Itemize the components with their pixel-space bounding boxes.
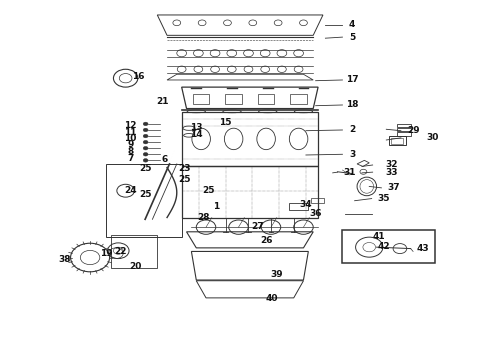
Text: 40: 40 (266, 294, 278, 303)
Text: 24: 24 (124, 185, 137, 194)
Text: 19: 19 (100, 249, 112, 258)
Text: 32: 32 (385, 161, 397, 170)
Circle shape (143, 134, 148, 138)
Text: 43: 43 (416, 244, 429, 253)
Text: 11: 11 (124, 128, 137, 137)
Text: 14: 14 (190, 130, 202, 139)
Text: 25: 25 (139, 190, 151, 199)
Text: 29: 29 (407, 126, 419, 135)
Text: 41: 41 (373, 232, 385, 241)
Circle shape (143, 122, 148, 126)
Circle shape (143, 140, 148, 144)
Text: 33: 33 (385, 168, 397, 177)
Text: 10: 10 (124, 134, 137, 143)
Text: 6: 6 (162, 155, 168, 164)
Text: 22: 22 (115, 247, 127, 256)
Circle shape (143, 158, 148, 162)
Bar (343, 230, 435, 263)
Bar (389, 136, 406, 145)
Text: 38: 38 (58, 255, 71, 264)
Text: 16: 16 (131, 72, 144, 81)
Text: 9: 9 (127, 140, 134, 149)
Text: 30: 30 (426, 133, 439, 142)
Text: 26: 26 (261, 236, 273, 245)
Text: 31: 31 (343, 168, 356, 177)
Text: 25: 25 (178, 175, 190, 184)
Text: 35: 35 (378, 194, 390, 203)
Text: 23: 23 (178, 164, 190, 173)
Text: 17: 17 (346, 76, 359, 85)
Circle shape (143, 128, 148, 132)
Text: 37: 37 (387, 183, 400, 192)
Text: 5: 5 (349, 33, 355, 42)
Bar (193, 94, 209, 104)
Bar (397, 128, 411, 131)
Circle shape (143, 153, 148, 156)
Bar (311, 198, 324, 203)
Bar (225, 94, 242, 104)
Text: 21: 21 (156, 97, 169, 106)
Bar (258, 94, 274, 104)
Text: 8: 8 (127, 147, 134, 156)
Text: 27: 27 (251, 222, 264, 231)
Text: 13: 13 (190, 123, 202, 132)
Text: 1: 1 (213, 202, 219, 211)
Text: 28: 28 (197, 213, 210, 222)
Text: 25: 25 (202, 185, 215, 194)
Text: 42: 42 (378, 242, 390, 251)
Bar (397, 132, 411, 136)
Circle shape (143, 147, 148, 150)
Text: 20: 20 (129, 262, 142, 271)
Text: 2: 2 (349, 126, 355, 135)
Text: 15: 15 (219, 118, 232, 127)
Bar (290, 94, 307, 104)
Bar (289, 203, 308, 210)
Text: 25: 25 (139, 164, 151, 173)
Text: 18: 18 (346, 100, 359, 109)
Text: 3: 3 (349, 150, 355, 159)
Text: 7: 7 (127, 154, 134, 163)
Bar (391, 138, 403, 144)
Text: 36: 36 (309, 210, 322, 219)
Text: 12: 12 (124, 121, 137, 130)
Text: 34: 34 (299, 200, 312, 209)
Text: 39: 39 (270, 270, 283, 279)
Bar (397, 124, 411, 127)
Text: 4: 4 (349, 20, 355, 29)
